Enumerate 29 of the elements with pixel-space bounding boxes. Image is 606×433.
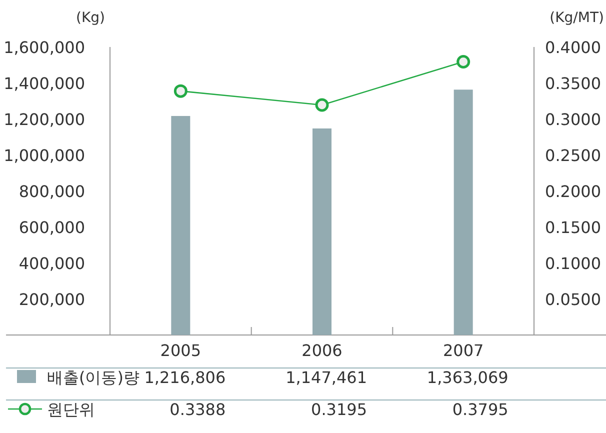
legend-label: 배출(이동)량 [47, 368, 140, 387]
y2-tick-label: 0.1500 [545, 218, 601, 237]
y2-axis-title: (Kg/MT) [550, 10, 604, 26]
x-tick-label: 2006 [302, 341, 342, 360]
y2-tick-label: 0.0500 [545, 290, 601, 309]
legend-label: 원단위 [47, 400, 95, 419]
y-tick-label: 1,600,000 [4, 38, 85, 57]
point [174, 84, 188, 98]
y2-tick-label: 0.4000 [545, 38, 601, 57]
bar [171, 116, 190, 335]
y-tick-label: 1,200,000 [4, 110, 85, 129]
y-tick-label: 1,400,000 [4, 74, 85, 93]
x-tick-label: 2007 [442, 341, 484, 360]
bar [312, 128, 332, 335]
point [315, 98, 329, 112]
y-tick-label: 800,000 [18, 182, 85, 201]
y2-tick-label: 0.2500 [545, 146, 601, 165]
y-tick-label: 400,000 [18, 254, 85, 273]
y-axis-title: (Kg) [76, 10, 105, 26]
y2-tick-label: 0.2000 [545, 182, 601, 201]
y2-tick-label: 0.1000 [545, 254, 601, 273]
x-tick-label: 2005 [160, 341, 202, 360]
y-tick-label: 600,000 [18, 218, 85, 237]
y-tick-label: 1,000,000 [4, 146, 85, 165]
y-tick-label: 200,000 [18, 290, 85, 309]
point [456, 55, 470, 69]
y2-tick-label: 0.3000 [545, 110, 601, 129]
bar [454, 90, 473, 335]
y2-tick-label: 0.3500 [545, 74, 601, 93]
